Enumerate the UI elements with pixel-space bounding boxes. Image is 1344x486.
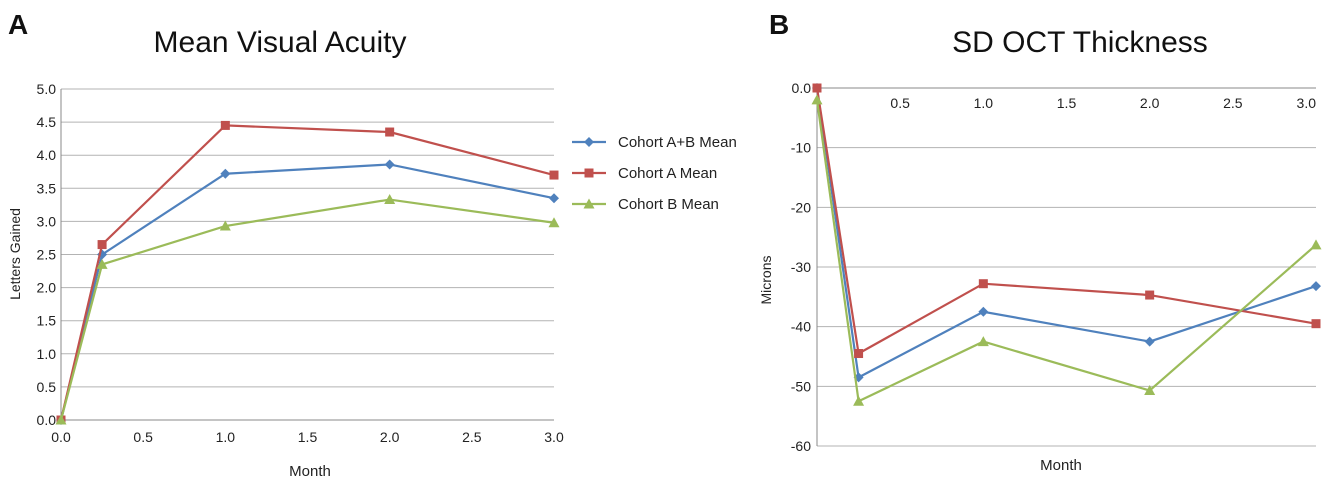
chart-a-y-tick-label: 2.5 bbox=[37, 247, 57, 263]
chart-b-y-tick-label: 0.0 bbox=[792, 80, 812, 96]
chart-a-y-tick-label: 2.0 bbox=[37, 280, 57, 296]
chart-a-point bbox=[549, 170, 559, 180]
chart-b-point bbox=[1144, 385, 1156, 396]
legend-label: Cohort B Mean bbox=[618, 196, 719, 213]
chart-a-x-tick-label: 3.0 bbox=[544, 429, 564, 445]
chart-b-x-tick-label: 3.0 bbox=[1297, 95, 1317, 111]
legend-label: Cohort A+B Mean bbox=[618, 134, 737, 151]
legend-label: Cohort A Mean bbox=[618, 165, 717, 182]
chart-b-y-tick-label: -10 bbox=[791, 140, 811, 156]
chart-a-point bbox=[384, 194, 396, 205]
chart-b-y-axis-label: Microns bbox=[758, 255, 774, 304]
chart-a-y-tick-label: 3.5 bbox=[37, 180, 57, 196]
chart-b-point bbox=[1145, 290, 1155, 300]
chart-a-series-cohort-b-mean bbox=[55, 194, 560, 425]
legend-swatch-marker bbox=[583, 198, 595, 209]
chart-b-y-tick-label: -50 bbox=[791, 378, 811, 394]
chart-a-y-tick-label: 1.0 bbox=[37, 346, 57, 362]
chart-a-series-cohort-a-plus-b-mean bbox=[56, 159, 559, 425]
legend-item-cohort-a-plus-b-mean: Cohort A+B Mean bbox=[572, 134, 737, 151]
chart-b-x-ticks: 0.5 1.0 1.5 2.0 2.5 3.0 bbox=[890, 95, 1316, 111]
chart-a-x-tick-label: 0.0 bbox=[51, 429, 71, 445]
chart-b-point bbox=[1144, 336, 1155, 347]
chart-b-point bbox=[812, 83, 822, 93]
chart-b-x-axis-label: Month bbox=[1040, 457, 1082, 474]
chart-b-series bbox=[811, 83, 1322, 406]
chart-a-legend: Cohort A+B Mean Cohort A Mean Cohort B Mea… bbox=[572, 134, 737, 213]
panel-a-letter: A bbox=[8, 9, 28, 40]
chart-a-gridlines bbox=[60, 88, 554, 421]
chart-a-y-tick-label: 4.0 bbox=[37, 147, 57, 163]
chart-b-gridlines bbox=[816, 87, 1316, 447]
chart-b-y-tick-label: -40 bbox=[791, 319, 811, 335]
chart-a-x-tick-label: 2.5 bbox=[462, 429, 482, 445]
chart-a-point bbox=[385, 127, 395, 137]
chart-a-point bbox=[55, 414, 67, 425]
chart-a-point bbox=[219, 220, 231, 231]
chart-a-x-tick-label: 1.5 bbox=[298, 429, 318, 445]
chart-b-point bbox=[854, 349, 864, 359]
chart-a-title: Mean Visual Acuity bbox=[154, 26, 407, 59]
chart-b-title: SD OCT Thickness bbox=[952, 26, 1208, 59]
chart-a-line-cohort-a-plus-b-mean bbox=[59, 163, 555, 421]
chart-b-point bbox=[811, 94, 823, 105]
chart-b-series-cohort-b-mean bbox=[811, 94, 1322, 406]
chart-a-point bbox=[384, 159, 395, 170]
panel-b-letter: B bbox=[769, 9, 789, 40]
legend-swatch-marker bbox=[584, 168, 594, 178]
chart-b-y-ticks: 0.0 -10 -20 -30 -40 -50 -60 bbox=[791, 80, 811, 454]
chart-a-point bbox=[96, 258, 108, 269]
chart-a-y-axis-label: Letters Gained bbox=[7, 208, 23, 300]
chart-b-y-tick-label: -20 bbox=[791, 199, 811, 215]
chart-b-point bbox=[978, 279, 988, 289]
chart-a-point bbox=[548, 217, 560, 228]
chart-b-x-tick-label: 2.0 bbox=[1140, 95, 1160, 111]
chart-a-series-cohort-a-mean bbox=[56, 120, 559, 425]
chart-a-x-tick-label: 0.5 bbox=[133, 429, 153, 445]
chart-a-y-tick-label: 0.0 bbox=[37, 412, 57, 428]
chart-a-point bbox=[220, 120, 230, 130]
chart-a-x-axis-label: Month bbox=[289, 463, 331, 480]
chart-a-y-tick-label: 0.5 bbox=[37, 379, 57, 395]
chart-b-point bbox=[978, 306, 989, 317]
chart-b-x-tick-label: 2.5 bbox=[1223, 95, 1243, 111]
chart-b-series-cohort-a-mean bbox=[812, 83, 1321, 359]
chart-b-point bbox=[977, 336, 989, 347]
panel-b: B SD OCT Thickness 0.0 -10 -20 -30 -40 -50 -60… bbox=[758, 9, 1322, 474]
chart-a-point bbox=[220, 168, 231, 179]
chart-b-point bbox=[1311, 281, 1321, 292]
legend-swatch-marker bbox=[584, 137, 594, 147]
chart-b-y-tick-label: -30 bbox=[791, 259, 811, 275]
chart-b-line-cohort-a-mean bbox=[815, 87, 1317, 356]
chart-a-y-tick-label: 3.0 bbox=[37, 213, 57, 229]
chart-a-point bbox=[97, 240, 107, 250]
chart-a-point bbox=[549, 193, 559, 204]
chart-a-x-tick-label: 2.0 bbox=[380, 429, 400, 445]
chart-b-x-tick-label: 0.5 bbox=[890, 95, 910, 111]
chart-b-point bbox=[1311, 319, 1321, 329]
chart-b-y-tick-label: -60 bbox=[791, 438, 811, 454]
chart-a-x-tick-label: 1.0 bbox=[216, 429, 236, 445]
chart-a-y-ticks: 0.0 0.5 1.0 1.5 2.0 2.5 3.0 3.5 4.0 4.5 5.0 bbox=[37, 81, 57, 428]
chart-a-y-tick-label: 4.5 bbox=[37, 114, 57, 130]
chart-b-point bbox=[1310, 239, 1322, 250]
chart-a-x-ticks: 0.0 0.5 1.0 1.5 2.0 2.5 3.0 bbox=[51, 429, 564, 445]
panel-a: A Mean Visual Acuity 0.0 0.5 1.0 1.5 2.0 2.5 3… bbox=[7, 9, 737, 480]
legend-item-cohort-a-mean: Cohort A Mean bbox=[572, 165, 717, 182]
chart-b-line-cohort-b-mean bbox=[815, 99, 1317, 403]
legend-item-cohort-b-mean: Cohort B Mean bbox=[572, 196, 719, 213]
chart-b-point bbox=[853, 395, 865, 406]
chart-a-y-tick-label: 1.5 bbox=[37, 313, 57, 329]
chart-a-y-tick-label: 5.0 bbox=[37, 81, 57, 97]
chart-a-series bbox=[55, 120, 560, 425]
chart-b-x-tick-label: 1.0 bbox=[974, 95, 994, 111]
chart-b-x-tick-label: 1.5 bbox=[1057, 95, 1077, 111]
